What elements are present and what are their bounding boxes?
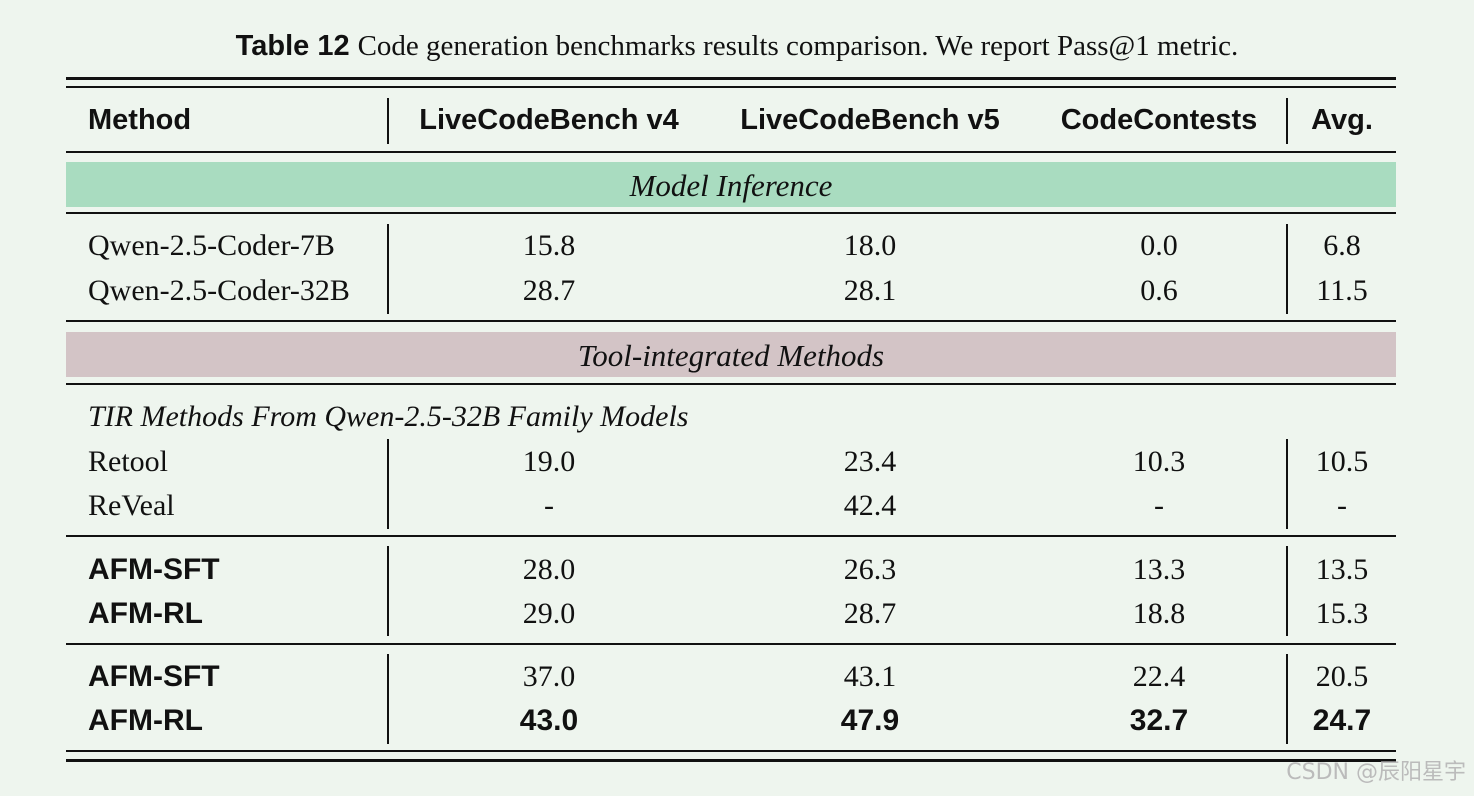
row-method: AFM-SFT <box>88 660 220 693</box>
group2-divider-left <box>387 439 389 529</box>
row-v5: 18.0 <box>843 229 897 262</box>
row-v4: 43.0 <box>519 704 579 737</box>
row-codecontests: 10.3 <box>1132 445 1186 478</box>
group3-divider-left <box>387 546 389 636</box>
row-v4: - <box>544 489 554 522</box>
row-avg: - <box>1337 489 1347 522</box>
model-inference-rule <box>66 212 1396 214</box>
bottom-rule-inner <box>66 750 1396 752</box>
row-v5: 47.9 <box>840 704 900 737</box>
row-method: ReVeal <box>88 489 175 522</box>
tir-subheading: TIR Methods From Qwen-2.5-32B Family Mod… <box>88 400 689 433</box>
group1-divider-left <box>387 224 389 314</box>
group3-divider-right <box>1286 546 1288 636</box>
row-method: Qwen-2.5-Coder-7B <box>88 229 335 262</box>
row-codecontests: 13.3 <box>1132 553 1186 586</box>
group2-rule <box>66 535 1396 537</box>
group2-divider-right <box>1286 439 1288 529</box>
row-v4: 28.7 <box>522 274 576 307</box>
header-divider-left <box>387 98 389 144</box>
row-v4: 28.0 <box>522 553 576 586</box>
row-avg: 15.3 <box>1315 597 1369 630</box>
row-v4: 37.0 <box>522 660 576 693</box>
row-codecontests: 0.6 <box>1140 274 1178 307</box>
header-divider-right <box>1286 98 1288 144</box>
row-avg: 11.5 <box>1316 274 1368 307</box>
tool-integrated-title: Tool-integrated Methods <box>577 338 885 373</box>
row-method: Retool <box>88 445 168 478</box>
header-livecodebench-v5: LiveCodeBench v5 <box>740 104 1000 136</box>
row-avg: 10.5 <box>1315 445 1369 478</box>
model-inference-band <box>66 162 1396 207</box>
caption-text: Code generation benchmarks results compa… <box>357 30 1239 62</box>
row-method: AFM-RL <box>88 704 203 737</box>
row-v5: 43.1 <box>843 660 897 693</box>
group4-divider-left <box>387 654 389 744</box>
row-v5: 28.7 <box>843 597 897 630</box>
row-codecontests: 32.7 <box>1129 704 1189 737</box>
header-codecontests: CodeContests <box>1060 104 1258 136</box>
row-codecontests: 18.8 <box>1132 597 1186 630</box>
table-number: Table 12 <box>235 30 350 62</box>
row-v5: 28.1 <box>843 274 897 307</box>
table-caption: Table 12 Code generation benchmarks resul… <box>0 30 1474 63</box>
group1-divider-right <box>1286 224 1288 314</box>
row-avg: 24.7 <box>1312 704 1372 737</box>
group4-divider-right <box>1286 654 1288 744</box>
group3-rule <box>66 643 1396 645</box>
row-codecontests: - <box>1154 489 1164 522</box>
row-v5: 26.3 <box>843 553 897 586</box>
header-rule <box>66 151 1396 153</box>
row-method: Qwen-2.5-Coder-32B <box>88 274 350 307</box>
row-method: AFM-SFT <box>88 553 220 586</box>
tool-integrated-band <box>66 332 1396 377</box>
tool-integrated-rule <box>66 383 1396 385</box>
row-v5: 23.4 <box>843 445 897 478</box>
header-method: Method <box>88 104 192 136</box>
row-v4: 15.8 <box>522 229 576 262</box>
bottom-rule-outer <box>66 759 1396 762</box>
header-avg: Avg. <box>1311 104 1373 136</box>
row-v4: 19.0 <box>522 445 576 478</box>
row-codecontests: 22.4 <box>1132 660 1186 693</box>
row-v5: 42.4 <box>843 489 897 522</box>
model-inference-title: Model Inference <box>629 168 833 203</box>
row-avg: 20.5 <box>1315 660 1369 693</box>
row-method: AFM-RL <box>88 597 203 630</box>
row-v4: 29.0 <box>522 597 576 630</box>
row-avg: 13.5 <box>1315 553 1369 586</box>
top-rule-outer <box>66 77 1396 80</box>
row-avg: 6.8 <box>1323 229 1361 262</box>
group1-rule <box>66 320 1396 322</box>
row-codecontests: 0.0 <box>1140 229 1178 262</box>
watermark: CSDN @辰阳星宇 <box>1286 760 1466 785</box>
header-livecodebench-v4: LiveCodeBench v4 <box>419 104 679 136</box>
top-rule-inner <box>66 86 1396 88</box>
